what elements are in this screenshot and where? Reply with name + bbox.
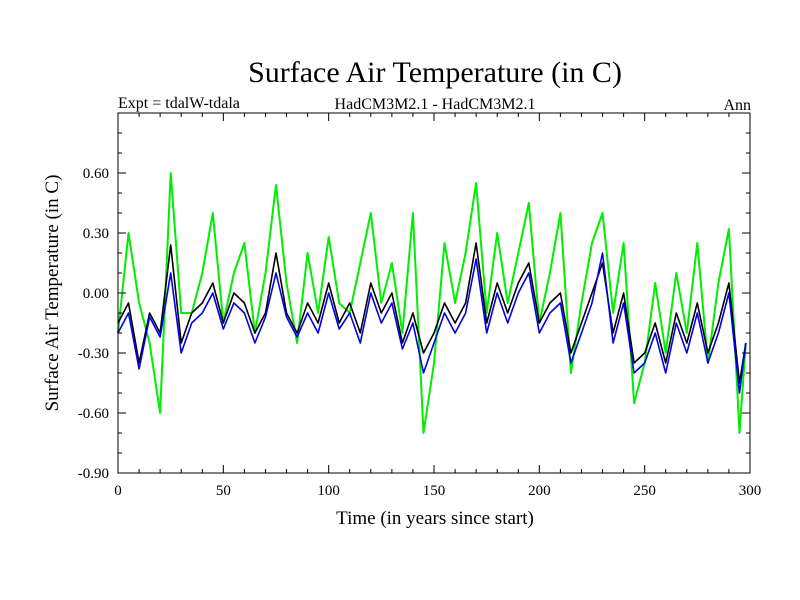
- x-tick-label: 200: [528, 483, 551, 499]
- y-tick-label: -0.90: [78, 466, 109, 482]
- subtitle-right: Ann: [723, 97, 751, 114]
- y-tick-label: -0.30: [78, 346, 109, 362]
- y-tick-label: 0.30: [83, 226, 109, 242]
- chart-title: Surface Air Temperature (in C): [248, 56, 622, 89]
- x-tick-label: 50: [216, 483, 231, 499]
- series-line-green: [117, 172, 747, 434]
- series-line-blue: [117, 252, 747, 394]
- x-tick-label: 0: [114, 483, 122, 499]
- x-tick-label: 300: [739, 483, 762, 499]
- y-tick-label: 0.60: [83, 166, 109, 182]
- ticks-group: 0 50 100 150 200 250 300 -0.90 -0.60 -0.30 0.00 0.3…: [78, 112, 762, 499]
- plot-frame: [117, 112, 751, 474]
- x-tick-label: 100: [317, 483, 340, 499]
- series-group: [117, 172, 747, 434]
- subtitle-center: HadCM3M2.1 - HadCM3M2.1: [335, 96, 536, 113]
- y-tick-label: -0.60: [78, 406, 109, 422]
- subtitle-left: Expt = tdalW-tdala: [118, 95, 240, 112]
- x-tick-label: 150: [423, 483, 446, 499]
- x-axis-label: Time (in years since start): [336, 508, 534, 529]
- y-tick-label: 0.00: [83, 286, 109, 302]
- y-axis-label: Surface Air Temperature (in C): [42, 175, 63, 412]
- x-tick-label: 250: [633, 483, 656, 499]
- series-line-black: [117, 242, 747, 384]
